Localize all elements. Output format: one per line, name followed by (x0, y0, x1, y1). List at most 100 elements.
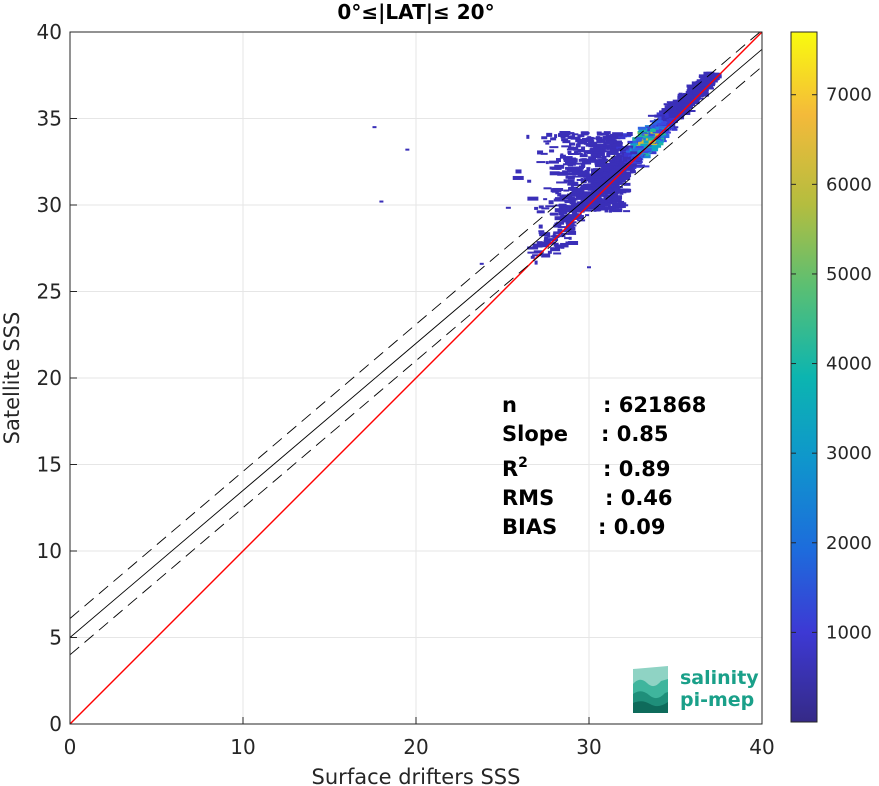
density-cell (604, 170, 612, 174)
density-cell (588, 187, 600, 190)
density-cell (571, 189, 583, 194)
density-cell (594, 198, 604, 202)
density-cell (661, 121, 668, 124)
density-cell (590, 158, 596, 163)
colorbar-tick-label: 7000 (826, 85, 872, 106)
density-cell (578, 171, 588, 176)
density-cell (610, 194, 619, 199)
density-cell (610, 149, 614, 154)
density-cell (596, 156, 606, 159)
density-cell (569, 169, 578, 173)
density-cell (638, 130, 647, 133)
density-cell (616, 142, 623, 147)
density-cell (674, 111, 683, 114)
density-cell (669, 113, 676, 118)
density-cell (585, 197, 595, 200)
density-cell (560, 244, 565, 249)
y-tick-label: 30 (37, 193, 62, 217)
density-cell (678, 92, 683, 97)
density-cell (612, 150, 618, 154)
fit-line (70, 48, 762, 638)
density-cell (541, 207, 550, 210)
y-axis-ticks: 0 5 10 15 20 25 30 35 40 (37, 20, 77, 736)
density-cell (593, 207, 597, 212)
density-cell (568, 187, 578, 191)
density-cell (608, 160, 614, 163)
density-cell (561, 205, 567, 210)
density-cell (536, 210, 545, 214)
density-cell (692, 100, 700, 105)
density-cell (594, 163, 604, 168)
density-cell (570, 183, 574, 187)
density-cell (635, 148, 647, 152)
density-cell (543, 237, 547, 242)
density-cell (543, 187, 552, 190)
density-cell (570, 216, 576, 219)
density-cell (681, 104, 693, 107)
x-tick-label: 10 (230, 735, 255, 759)
density-cell (563, 209, 570, 213)
density-cell (613, 187, 621, 192)
density-cell (543, 239, 550, 244)
density-cell (555, 158, 561, 163)
density-cell (689, 87, 696, 92)
density-cell (547, 235, 551, 238)
density-cell (680, 101, 687, 104)
density-cell (560, 219, 567, 222)
density-cell (644, 133, 652, 137)
density-cell (596, 139, 602, 144)
density-cell (587, 140, 595, 143)
density-cell (589, 141, 598, 146)
density-cell (586, 184, 598, 187)
logo-text-salinity: salinity (680, 667, 759, 689)
density-cell (623, 204, 629, 207)
density-cell (565, 175, 575, 179)
density-cell (553, 242, 559, 247)
density-cell (661, 108, 672, 113)
density-cell (692, 86, 701, 90)
density-outlier (479, 262, 484, 265)
density-cell (687, 110, 696, 113)
density-cell (666, 103, 677, 108)
density-cloud (372, 71, 722, 269)
density-cell (623, 182, 631, 186)
density-cell (569, 142, 576, 146)
density-cell (582, 209, 593, 212)
density-cell (571, 184, 582, 187)
density-cell (581, 146, 586, 151)
colorbar-tick-label: 5000 (826, 264, 872, 285)
density-cell (600, 186, 609, 190)
density-cell (609, 209, 613, 213)
y-tick-label: 10 (37, 539, 62, 563)
density-cell (644, 125, 656, 128)
density-cell (658, 125, 670, 129)
density-cell (560, 188, 564, 192)
density-cell (541, 136, 548, 140)
density-cell (657, 135, 665, 139)
density-cell (618, 188, 629, 191)
density-cell (613, 197, 622, 202)
y-tick-label: 20 (37, 366, 62, 390)
density-cell (573, 152, 583, 155)
density-cell (627, 159, 631, 163)
fit-lines (70, 32, 762, 724)
density-cell (603, 194, 613, 199)
density-cell (630, 163, 637, 167)
density-cell (574, 133, 579, 136)
density-cell (593, 180, 599, 183)
density-cell (604, 201, 608, 204)
density-cell (564, 206, 576, 210)
density-cell (549, 146, 559, 149)
density-cell (554, 204, 566, 207)
density-cell (597, 136, 601, 140)
density-cell (669, 106, 674, 111)
density-cell (577, 138, 589, 142)
density-cell (546, 132, 553, 137)
density-cell (527, 196, 539, 201)
density-outlier (587, 266, 591, 269)
density-cell (596, 131, 602, 134)
density-cell (673, 100, 677, 105)
density-cell (649, 128, 656, 132)
density-cell (572, 203, 577, 208)
